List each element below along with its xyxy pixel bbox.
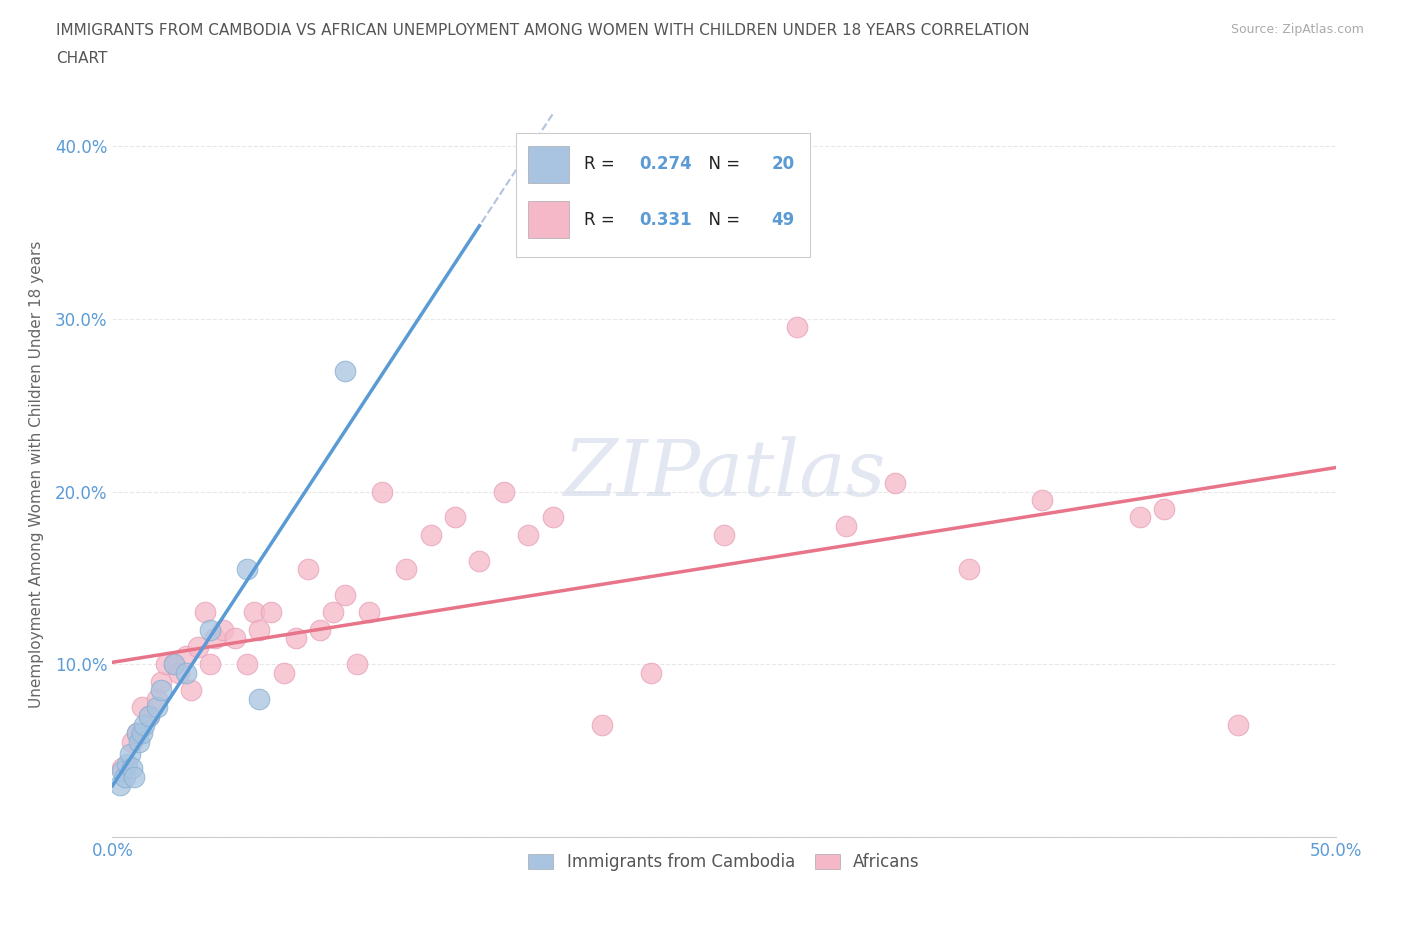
Point [124, 769, 146, 784]
Text: Source: ZipAtlas.com: Source: ZipAtlas.com [1230, 23, 1364, 36]
Point [115, 757, 138, 772]
Point [322, 605, 344, 620]
Point [121, 735, 143, 750]
Point [174, 666, 197, 681]
Point [284, 631, 308, 645]
Point [114, 769, 136, 784]
Text: CHART: CHART [56, 51, 108, 66]
Point [247, 691, 270, 706]
Point [236, 657, 259, 671]
Point [138, 709, 160, 724]
Point [187, 640, 209, 655]
Point [108, 777, 131, 792]
Point [163, 657, 186, 671]
Point [174, 648, 197, 663]
Point [309, 622, 332, 637]
Point [247, 622, 270, 637]
Point [155, 657, 177, 671]
Point [835, 519, 858, 534]
Point [128, 735, 150, 750]
Point [134, 717, 156, 732]
Point [786, 320, 808, 335]
Point [167, 666, 190, 681]
Point [1031, 493, 1053, 508]
Point [125, 726, 148, 741]
Point [444, 510, 467, 525]
Point [111, 761, 134, 776]
Point [121, 761, 143, 776]
Point [333, 364, 356, 379]
Text: ZIPatlas: ZIPatlas [562, 436, 886, 512]
Point [492, 485, 515, 499]
Point [1129, 510, 1152, 525]
Point [359, 605, 381, 620]
Point [419, 527, 441, 542]
Point [150, 683, 173, 698]
Point [111, 764, 134, 778]
Point [145, 691, 167, 706]
Point [1226, 717, 1249, 732]
Point [125, 726, 148, 741]
Point [118, 747, 141, 762]
Y-axis label: Unemployment Among Women with Children Under 18 years: Unemployment Among Women with Children U… [30, 241, 44, 708]
Point [591, 717, 613, 732]
Point [131, 726, 153, 741]
Legend: Immigrants from Cambodia, Africans: Immigrants from Cambodia, Africans [520, 844, 928, 880]
Point [640, 666, 662, 681]
Point [957, 562, 980, 577]
Point [395, 562, 418, 577]
Point [468, 553, 491, 568]
Point [1153, 501, 1175, 516]
Point [204, 631, 226, 645]
Text: IMMIGRANTS FROM CAMBODIA VS AFRICAN UNEMPLOYMENT AMONG WOMEN WITH CHILDREN UNDER: IMMIGRANTS FROM CAMBODIA VS AFRICAN UNEM… [56, 23, 1029, 38]
Point [138, 709, 160, 724]
Point [297, 562, 319, 577]
Point [200, 622, 222, 637]
Point [224, 631, 246, 645]
Point [243, 605, 266, 620]
Point [273, 666, 295, 681]
Point [131, 700, 153, 715]
Point [211, 622, 233, 637]
Point [145, 700, 167, 715]
Point [517, 527, 540, 542]
Point [180, 683, 202, 698]
Point [260, 605, 283, 620]
Point [333, 588, 356, 603]
Point [370, 485, 392, 499]
Point [194, 605, 217, 620]
Point [541, 510, 564, 525]
Point [346, 657, 368, 671]
Point [200, 657, 222, 671]
Point [713, 527, 735, 542]
Point [884, 475, 907, 490]
Point [236, 562, 259, 577]
Point [150, 674, 173, 689]
Point [163, 657, 186, 671]
